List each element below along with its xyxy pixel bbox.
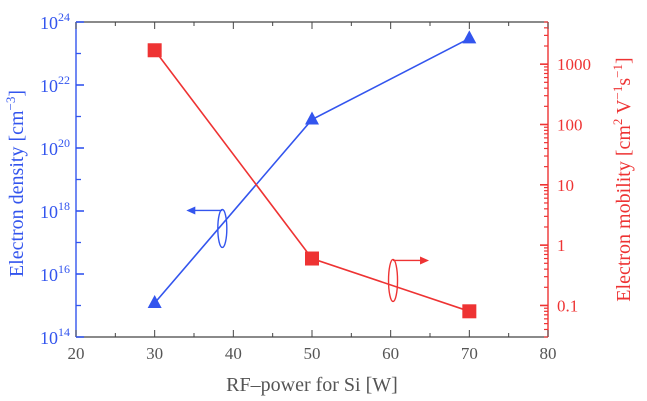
y-left-tick-label: 1024 (40, 10, 70, 33)
annotation-ellipse-left (217, 208, 228, 249)
x-tick-label: 40 (225, 344, 242, 363)
data-point-triangle (462, 30, 477, 44)
y-right-tick-label: 1000 (557, 55, 591, 74)
x-axis: 20 30 40 50 60 70 80 (68, 22, 557, 363)
x-tick-label: 80 (540, 344, 557, 363)
y-right-tick-label: 0.1 (557, 296, 578, 315)
x-axis-label: RF–power for Si [W] (226, 374, 398, 396)
x-tick-label: 60 (382, 344, 399, 363)
y-left-tick-label: 1016 (40, 262, 70, 285)
x-tick-label: 70 (461, 344, 478, 363)
annotation-layer (186, 206, 430, 303)
annotation-arrowhead-right (420, 256, 430, 265)
annotation-ellipse-right (387, 258, 399, 303)
y-left-tick-label: 1018 (40, 199, 70, 222)
y-left-tick-label: 1020 (40, 136, 70, 159)
y-axis-right: 0.1 1 10 100 1000 (540, 21, 591, 338)
x-tick-label: 30 (146, 344, 163, 363)
axis-labels: RF–power for Si [W] Electron density [cm−… (3, 57, 635, 396)
x-tick-label: 20 (68, 344, 85, 363)
x-tick-label: 50 (304, 344, 321, 363)
series-line-right (154, 49, 470, 313)
plot-frame (75, 21, 549, 338)
data-point-square (305, 251, 319, 266)
y-right-tick-label: 1 (557, 236, 566, 255)
y-right-axis-label: Electron mobility [cm2 V−1s−1] (610, 57, 635, 301)
y-right-tick-label: 100 (557, 115, 583, 134)
y-left-axis-label: Electron density [cm−3] (3, 90, 28, 277)
y-axis-left: 1014 1016 1018 1020 1022 1024 (40, 10, 84, 348)
y-left-tick-label: 1022 (40, 73, 70, 96)
data-point-square (147, 43, 162, 58)
series-layer (147, 30, 477, 319)
data-point-triangle (147, 294, 162, 308)
y-right-tick-label: 10 (557, 176, 574, 195)
data-point-square (462, 304, 477, 319)
annotation-arrowhead-left (186, 206, 196, 215)
y-left-tick-label: 1014 (40, 325, 70, 348)
data-point-triangle (305, 111, 319, 125)
